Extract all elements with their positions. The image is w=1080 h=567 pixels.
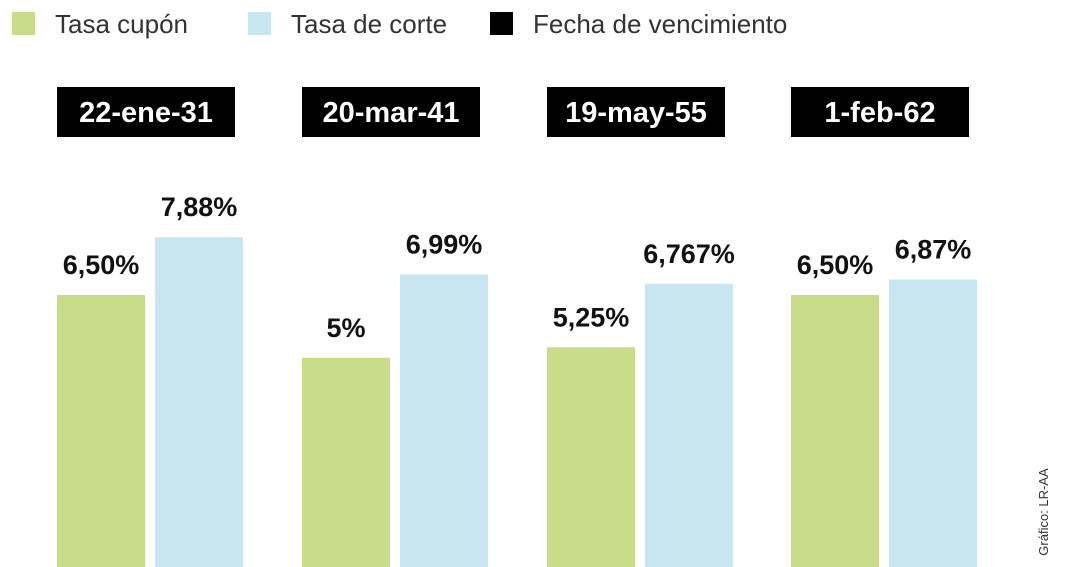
- cut-rate-bar: [889, 279, 977, 567]
- coupon-rate-bar: [57, 294, 145, 567]
- cut-rate-bar: [400, 274, 488, 567]
- cut-rate-label: 6,99%: [406, 229, 483, 259]
- bar-group-4: 1-feb-62 6,50% 6,87%: [791, 87, 977, 567]
- coupon-rate-bar: [791, 294, 879, 567]
- maturity-date-label: 1-feb-62: [824, 97, 935, 129]
- chart-groups: 22-ene-31 6,50% 7,88% 20-mar-41 5% 6,99% 19-ma…: [57, 87, 977, 567]
- cut-rate-bar: [155, 237, 243, 567]
- coupon-rate-label: 5%: [326, 313, 365, 343]
- legend-label-2: Tasa de corte: [291, 9, 447, 39]
- maturity-date-box: [547, 87, 725, 137]
- legend-swatch-3: [490, 12, 513, 35]
- maturity-date-label: 22-ene-31: [79, 97, 213, 129]
- coupon-rate-label: 5,25%: [553, 302, 630, 332]
- coupon-rate-label: 6,50%: [63, 250, 140, 280]
- bar-group-1: 22-ene-31 6,50% 7,88%: [57, 87, 243, 567]
- credit-text: Gráfico: LR-AA: [1036, 468, 1051, 556]
- coupon-rate-label: 6,50%: [797, 250, 874, 280]
- cut-rate-label: 7,88%: [161, 192, 238, 222]
- maturity-date-label: 20-mar-41: [322, 97, 459, 129]
- bar-group-2: 20-mar-41 5% 6,99%: [302, 87, 488, 567]
- maturity-date-box: [302, 87, 480, 137]
- cut-rate-label: 6,87%: [895, 234, 972, 264]
- maturity-date-box: [57, 87, 235, 137]
- cut-rate-bar: [645, 283, 733, 567]
- maturity-date-box: [791, 87, 969, 137]
- legend-swatch-2: [248, 12, 271, 35]
- cut-rate-label: 6,767%: [643, 239, 735, 269]
- legend-label-1: Tasa cupón: [55, 9, 188, 39]
- maturity-date-label: 19-may-55: [565, 97, 707, 129]
- bar-group-3: 19-may-55 5,25% 6,767%: [547, 87, 735, 567]
- coupon-rate-bar: [302, 357, 390, 567]
- legend-label-3: Fecha de vencimiento: [533, 9, 787, 39]
- coupon-rate-bar: [547, 347, 635, 567]
- legend-swatch-1: [12, 12, 35, 35]
- legend: Tasa cupón Tasa de corte Fecha de vencimie…: [12, 9, 787, 39]
